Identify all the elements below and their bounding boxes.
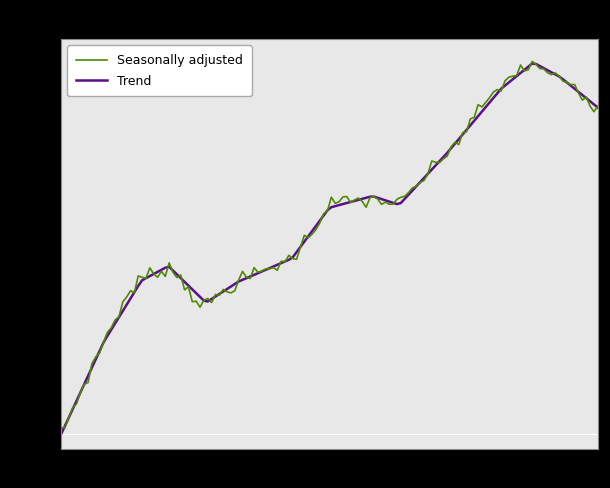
Seasonally adjusted xyxy=(88,361,96,366)
Seasonally adjusted xyxy=(154,274,161,280)
Line: Seasonally adjusted: Seasonally adjusted xyxy=(61,61,598,428)
Trend xyxy=(77,390,84,396)
Trend xyxy=(528,61,536,66)
Seasonally adjusted xyxy=(594,103,601,109)
Legend: Seasonally adjusted, Trend: Seasonally adjusted, Trend xyxy=(67,45,252,96)
Seasonally adjusted xyxy=(324,208,331,214)
Seasonally adjusted xyxy=(528,59,536,64)
Trend xyxy=(88,365,96,370)
Trend xyxy=(57,431,65,437)
Line: Trend: Trend xyxy=(61,63,598,434)
Trend xyxy=(154,269,161,275)
Trend xyxy=(590,102,598,107)
Seasonally adjusted xyxy=(112,317,119,323)
Seasonally adjusted xyxy=(57,425,65,431)
Trend xyxy=(112,321,119,326)
Trend xyxy=(324,207,331,213)
Trend xyxy=(594,104,601,110)
Seasonally adjusted xyxy=(590,109,598,115)
Seasonally adjusted xyxy=(77,390,84,396)
